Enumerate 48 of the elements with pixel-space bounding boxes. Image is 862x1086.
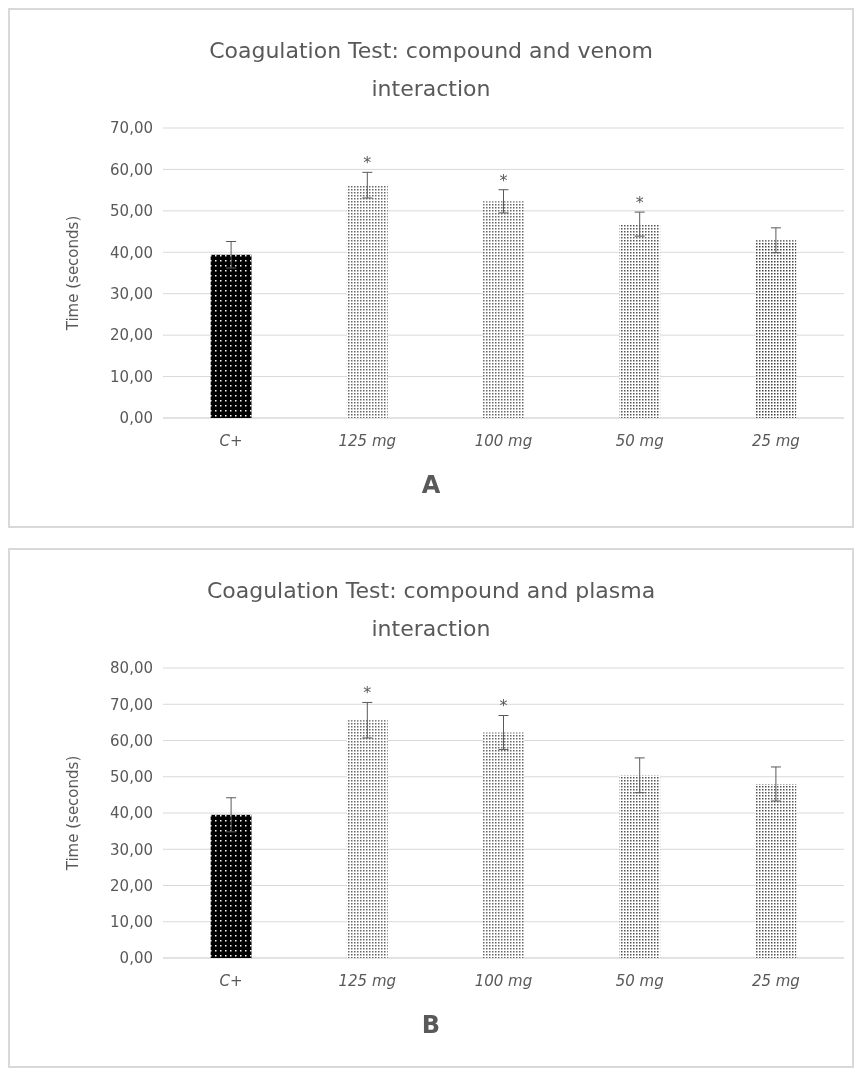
y-tick-label: 60,00 (110, 731, 153, 750)
y-tick-label: 50,00 (110, 768, 153, 786)
y-tick-label: 40,00 (110, 804, 153, 823)
bar (346, 185, 388, 418)
bar (210, 254, 252, 418)
x-tick-label: 100 mg (474, 432, 533, 450)
y-axis-title: Time (seconds) (64, 755, 82, 872)
x-tick-label: 25 mg (751, 972, 800, 990)
y-tick-label: 70,00 (110, 119, 153, 138)
text: A (421, 471, 441, 499)
annotation: * (499, 170, 508, 190)
y-tick-label: 20,00 (110, 326, 153, 345)
y-tick-label: 30,00 (110, 840, 153, 859)
x-tick-label: 50 mg (615, 432, 664, 450)
bar (483, 201, 524, 418)
x-tick-label: 125 mg (338, 972, 397, 990)
annotation: * (363, 683, 372, 703)
y-tick-label: 10,00 (110, 913, 153, 931)
y-tick-label: 30,00 (110, 284, 153, 303)
annotation: * (363, 153, 372, 173)
bar (755, 240, 797, 418)
bar (755, 784, 797, 958)
x-tick-label: C+ (219, 972, 243, 990)
y-tick-label: 40,00 (110, 243, 153, 262)
x-tick-label: C+ (219, 432, 243, 450)
y-tick-label: 70,00 (110, 695, 153, 714)
y-axis-title: Time (seconds) (64, 215, 82, 332)
x-tick-label: 50 mg (615, 972, 664, 990)
bar (483, 732, 524, 958)
y-tick-label: 20,00 (110, 876, 153, 895)
x-tick-label: 100 mg (474, 972, 533, 990)
annotation: * (635, 193, 644, 213)
y-tick-label: 60,00 (110, 160, 153, 179)
y-tick-label: 0,00 (119, 409, 153, 428)
bar (619, 224, 661, 418)
y-tick-label: 10,00 (110, 367, 153, 386)
y-tick-label: 50,00 (110, 202, 153, 221)
bar (619, 775, 661, 958)
text: B (421, 1011, 441, 1039)
annotation: * (499, 696, 508, 716)
x-tick-label: 25 mg (751, 432, 800, 450)
chart-title: Coagulation Test: compound and venom interaction (209, 38, 653, 101)
chart-title: Coagulation Test: compound and plasma interaction (206, 578, 656, 641)
y-tick-label: 0,00 (119, 949, 153, 968)
bar (210, 814, 252, 958)
y-tick-label: 80,00 (110, 659, 153, 678)
bar (346, 720, 388, 958)
x-tick-label: 125 mg (338, 432, 397, 450)
